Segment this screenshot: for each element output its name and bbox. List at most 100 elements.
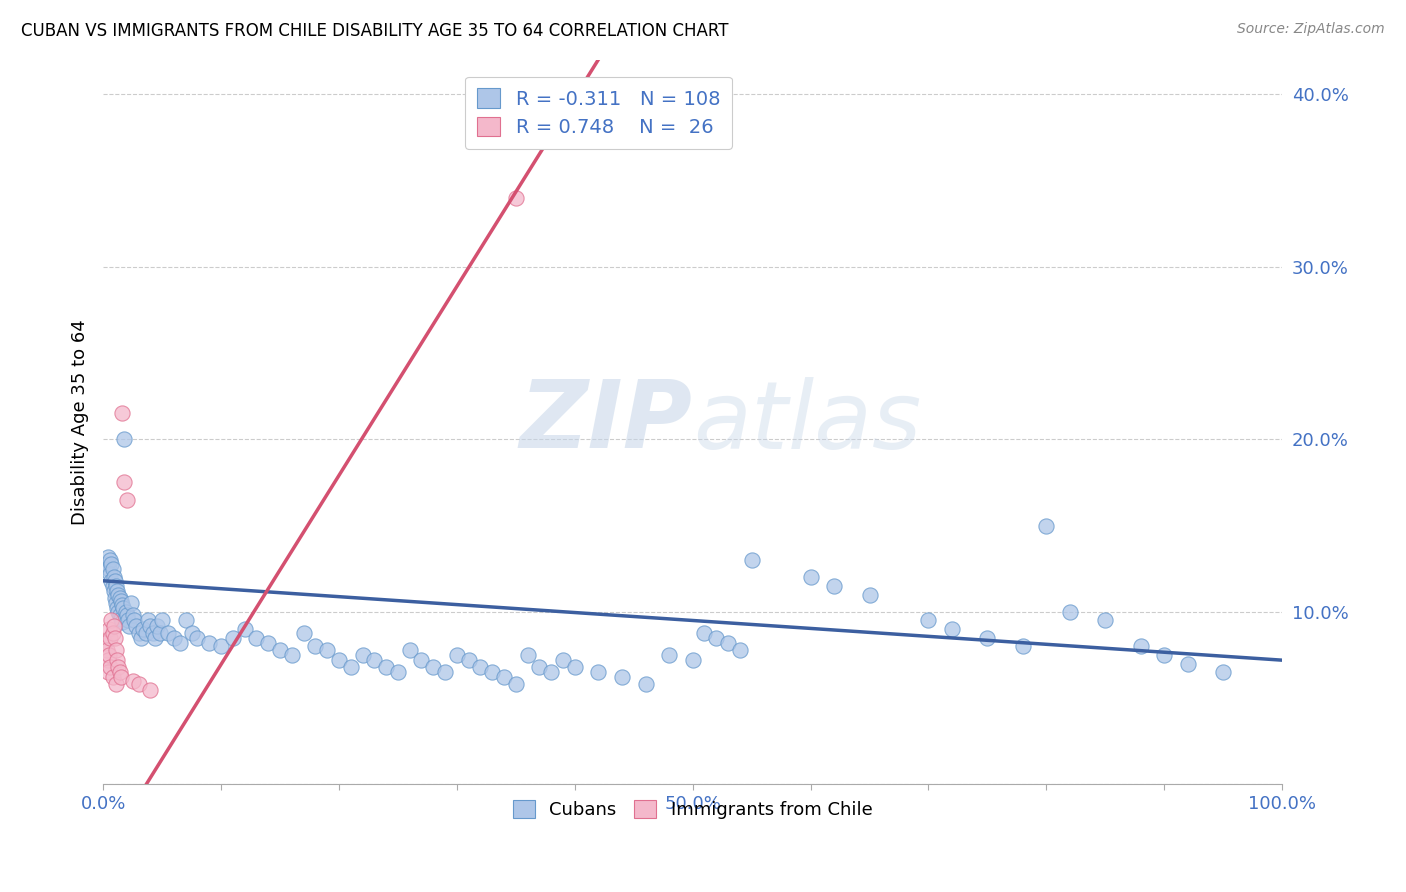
Text: ZIP: ZIP	[520, 376, 693, 468]
Point	[128, 677, 150, 691]
Legend: Cubans, Immigrants from Chile: Cubans, Immigrants from Chile	[506, 792, 880, 826]
Text: Source: ZipAtlas.com: Source: ZipAtlas.com	[1237, 22, 1385, 37]
Point	[100, 614, 122, 628]
Point	[717, 636, 740, 650]
Point	[704, 631, 727, 645]
Point	[728, 642, 751, 657]
Point	[115, 608, 138, 623]
Point	[222, 631, 245, 645]
Point	[1153, 648, 1175, 662]
Point	[457, 653, 479, 667]
Point	[292, 625, 315, 640]
Point	[108, 665, 131, 680]
Point	[98, 631, 121, 645]
Point	[375, 660, 398, 674]
Point	[111, 406, 134, 420]
Point	[693, 625, 716, 640]
Point	[470, 660, 492, 674]
Point	[198, 636, 221, 650]
Point	[304, 640, 326, 654]
Point	[1035, 518, 1057, 533]
Point	[505, 677, 527, 691]
Point	[104, 631, 127, 645]
Point	[97, 665, 120, 680]
Point	[163, 631, 186, 645]
Y-axis label: Disability Age 35 to 64: Disability Age 35 to 64	[72, 319, 89, 524]
Point	[100, 574, 122, 588]
Point	[492, 670, 515, 684]
Point	[529, 660, 551, 674]
Point	[233, 622, 256, 636]
Point	[269, 642, 291, 657]
Point	[111, 615, 134, 630]
Point	[610, 670, 633, 684]
Point	[146, 618, 169, 632]
Point	[1059, 605, 1081, 619]
Point	[1094, 614, 1116, 628]
Point	[1177, 657, 1199, 671]
Point	[97, 549, 120, 564]
Point	[387, 665, 409, 680]
Point	[540, 665, 562, 680]
Point	[682, 653, 704, 667]
Point	[505, 191, 527, 205]
Point	[121, 608, 143, 623]
Point	[110, 670, 132, 684]
Point	[103, 618, 125, 632]
Point	[516, 648, 538, 662]
Point	[209, 640, 232, 654]
Point	[107, 660, 129, 674]
Point	[174, 614, 197, 628]
Point	[180, 625, 202, 640]
Point	[98, 660, 121, 674]
Point	[257, 636, 280, 650]
Point	[139, 682, 162, 697]
Point	[588, 665, 610, 680]
Point	[125, 618, 148, 632]
Point	[111, 598, 134, 612]
Point	[352, 648, 374, 662]
Point	[186, 631, 208, 645]
Point	[316, 642, 339, 657]
Point	[105, 642, 128, 657]
Point	[411, 653, 433, 667]
Point	[112, 432, 135, 446]
Point	[108, 591, 131, 605]
Point	[143, 631, 166, 645]
Point	[118, 618, 141, 632]
Point	[101, 625, 124, 640]
Point	[105, 596, 128, 610]
Point	[281, 648, 304, 662]
Point	[103, 584, 125, 599]
Point	[363, 653, 385, 667]
Point	[98, 648, 121, 662]
Point	[823, 579, 845, 593]
Point	[1011, 640, 1033, 654]
Point	[858, 588, 880, 602]
Point	[917, 614, 939, 628]
Point	[135, 625, 157, 640]
Point	[741, 553, 763, 567]
Point	[551, 653, 574, 667]
Point	[156, 625, 179, 640]
Point	[97, 653, 120, 667]
Text: CUBAN VS IMMIGRANTS FROM CHILE DISABILITY AGE 35 TO 64 CORRELATION CHART: CUBAN VS IMMIGRANTS FROM CHILE DISABILIT…	[21, 22, 728, 40]
Point	[120, 596, 142, 610]
Point	[129, 631, 152, 645]
Point	[105, 601, 128, 615]
Point	[1212, 665, 1234, 680]
Point	[422, 660, 444, 674]
Point	[169, 636, 191, 650]
Point	[398, 642, 420, 657]
Point	[150, 614, 173, 628]
Point	[105, 579, 128, 593]
Point	[112, 475, 135, 490]
Point	[104, 574, 127, 588]
Point	[121, 673, 143, 688]
Point	[117, 614, 139, 628]
Point	[98, 566, 121, 581]
Point	[101, 562, 124, 576]
Point	[100, 557, 122, 571]
Point	[339, 660, 361, 674]
Point	[245, 631, 267, 645]
